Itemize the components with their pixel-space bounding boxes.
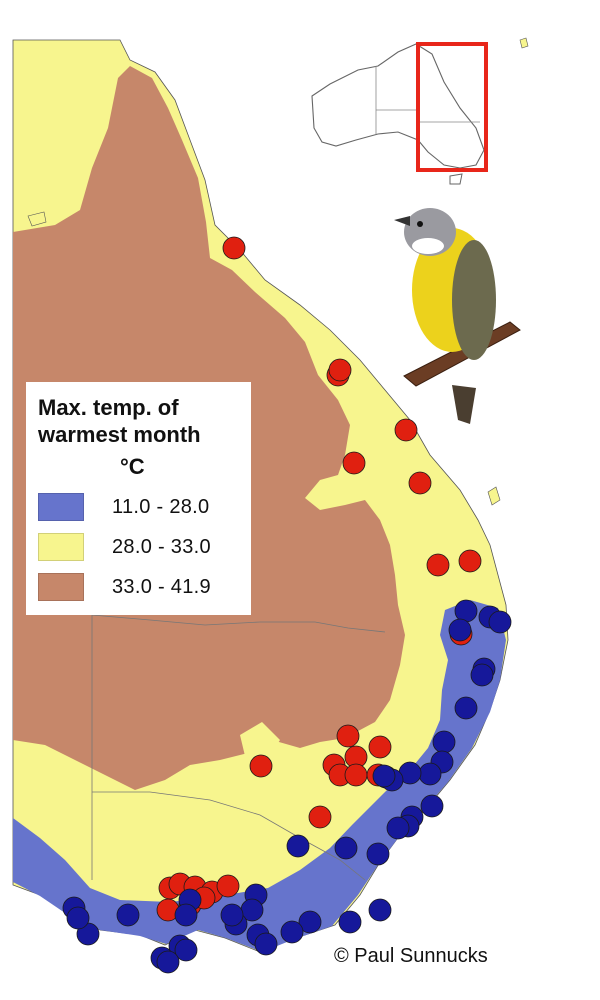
blue-site-marker [174, 903, 198, 927]
island [27, 211, 47, 227]
legend-row-warm: 28.0 - 33.0 [38, 532, 241, 562]
blue-site-marker [420, 794, 444, 818]
blue-site-marker [448, 618, 472, 642]
legend: Max. temp. of warmest month °C 11.0 - 28… [26, 382, 251, 615]
red-site-marker [344, 763, 368, 787]
red-site-marker [336, 724, 360, 748]
island [487, 486, 501, 506]
legend-swatch-warm [38, 533, 84, 561]
blue-site-marker [116, 903, 140, 927]
red-site-marker [426, 553, 450, 577]
red-site-marker [342, 451, 366, 475]
red-site-marker [408, 471, 432, 495]
photo-credit: © Paul Sunnucks [334, 945, 488, 967]
blue-site-marker [280, 920, 304, 944]
legend-label-hot: 33.0 - 41.9 [112, 575, 211, 598]
legend-label-cool: 11.0 - 28.0 [112, 495, 210, 518]
red-site-marker [249, 754, 273, 778]
island [519, 37, 529, 49]
blue-site-marker [432, 730, 456, 754]
legend-row-cool: 11.0 - 28.0 [38, 492, 241, 522]
red-site-marker [368, 735, 392, 759]
blue-site-marker [454, 599, 478, 623]
state-boundaries [91, 614, 386, 881]
blue-site-marker [386, 816, 410, 840]
red-site-marker [308, 805, 332, 829]
blue-site-marker [454, 696, 478, 720]
legend-label-warm: 28.0 - 33.0 [112, 535, 211, 558]
blue-site-marker [156, 950, 180, 974]
blue-site-marker [298, 910, 322, 934]
legend-swatch-hot [38, 573, 84, 601]
red-site-marker [216, 874, 240, 898]
blue-site-marker [488, 610, 512, 634]
australia-inset [311, 42, 488, 185]
blue-site-marker [372, 764, 396, 788]
blue-site-marker [254, 932, 278, 956]
inset-highlight-box [416, 42, 488, 172]
blue-site-marker [334, 836, 358, 860]
legend-title-line2: warmest month [38, 422, 201, 447]
red-site-marker [458, 549, 482, 573]
blue-sites [62, 599, 512, 974]
legend-title-line1: Max. temp. of [38, 395, 179, 420]
blue-site-marker [338, 910, 362, 934]
blue-site-marker [174, 938, 198, 962]
blue-site-marker [366, 842, 390, 866]
blue-site-marker [66, 906, 90, 930]
red-site-marker [222, 236, 246, 260]
blue-site-marker [470, 663, 494, 687]
legend-rows: 11.0 - 28.0 28.0 - 33.0 33.0 - 41.9 [38, 492, 241, 602]
bird-illustration [394, 208, 521, 424]
blue-site-marker [418, 762, 442, 786]
red-site-marker [328, 358, 352, 382]
legend-row-hot: 33.0 - 41.9 [38, 572, 241, 602]
blue-site-marker [286, 834, 310, 858]
blue-site-marker [368, 898, 392, 922]
legend-swatch-cool [38, 493, 84, 521]
legend-unit: °C [120, 454, 145, 479]
red-site-marker [394, 418, 418, 442]
blue-site-marker [220, 903, 244, 927]
warm-patch [240, 722, 280, 758]
